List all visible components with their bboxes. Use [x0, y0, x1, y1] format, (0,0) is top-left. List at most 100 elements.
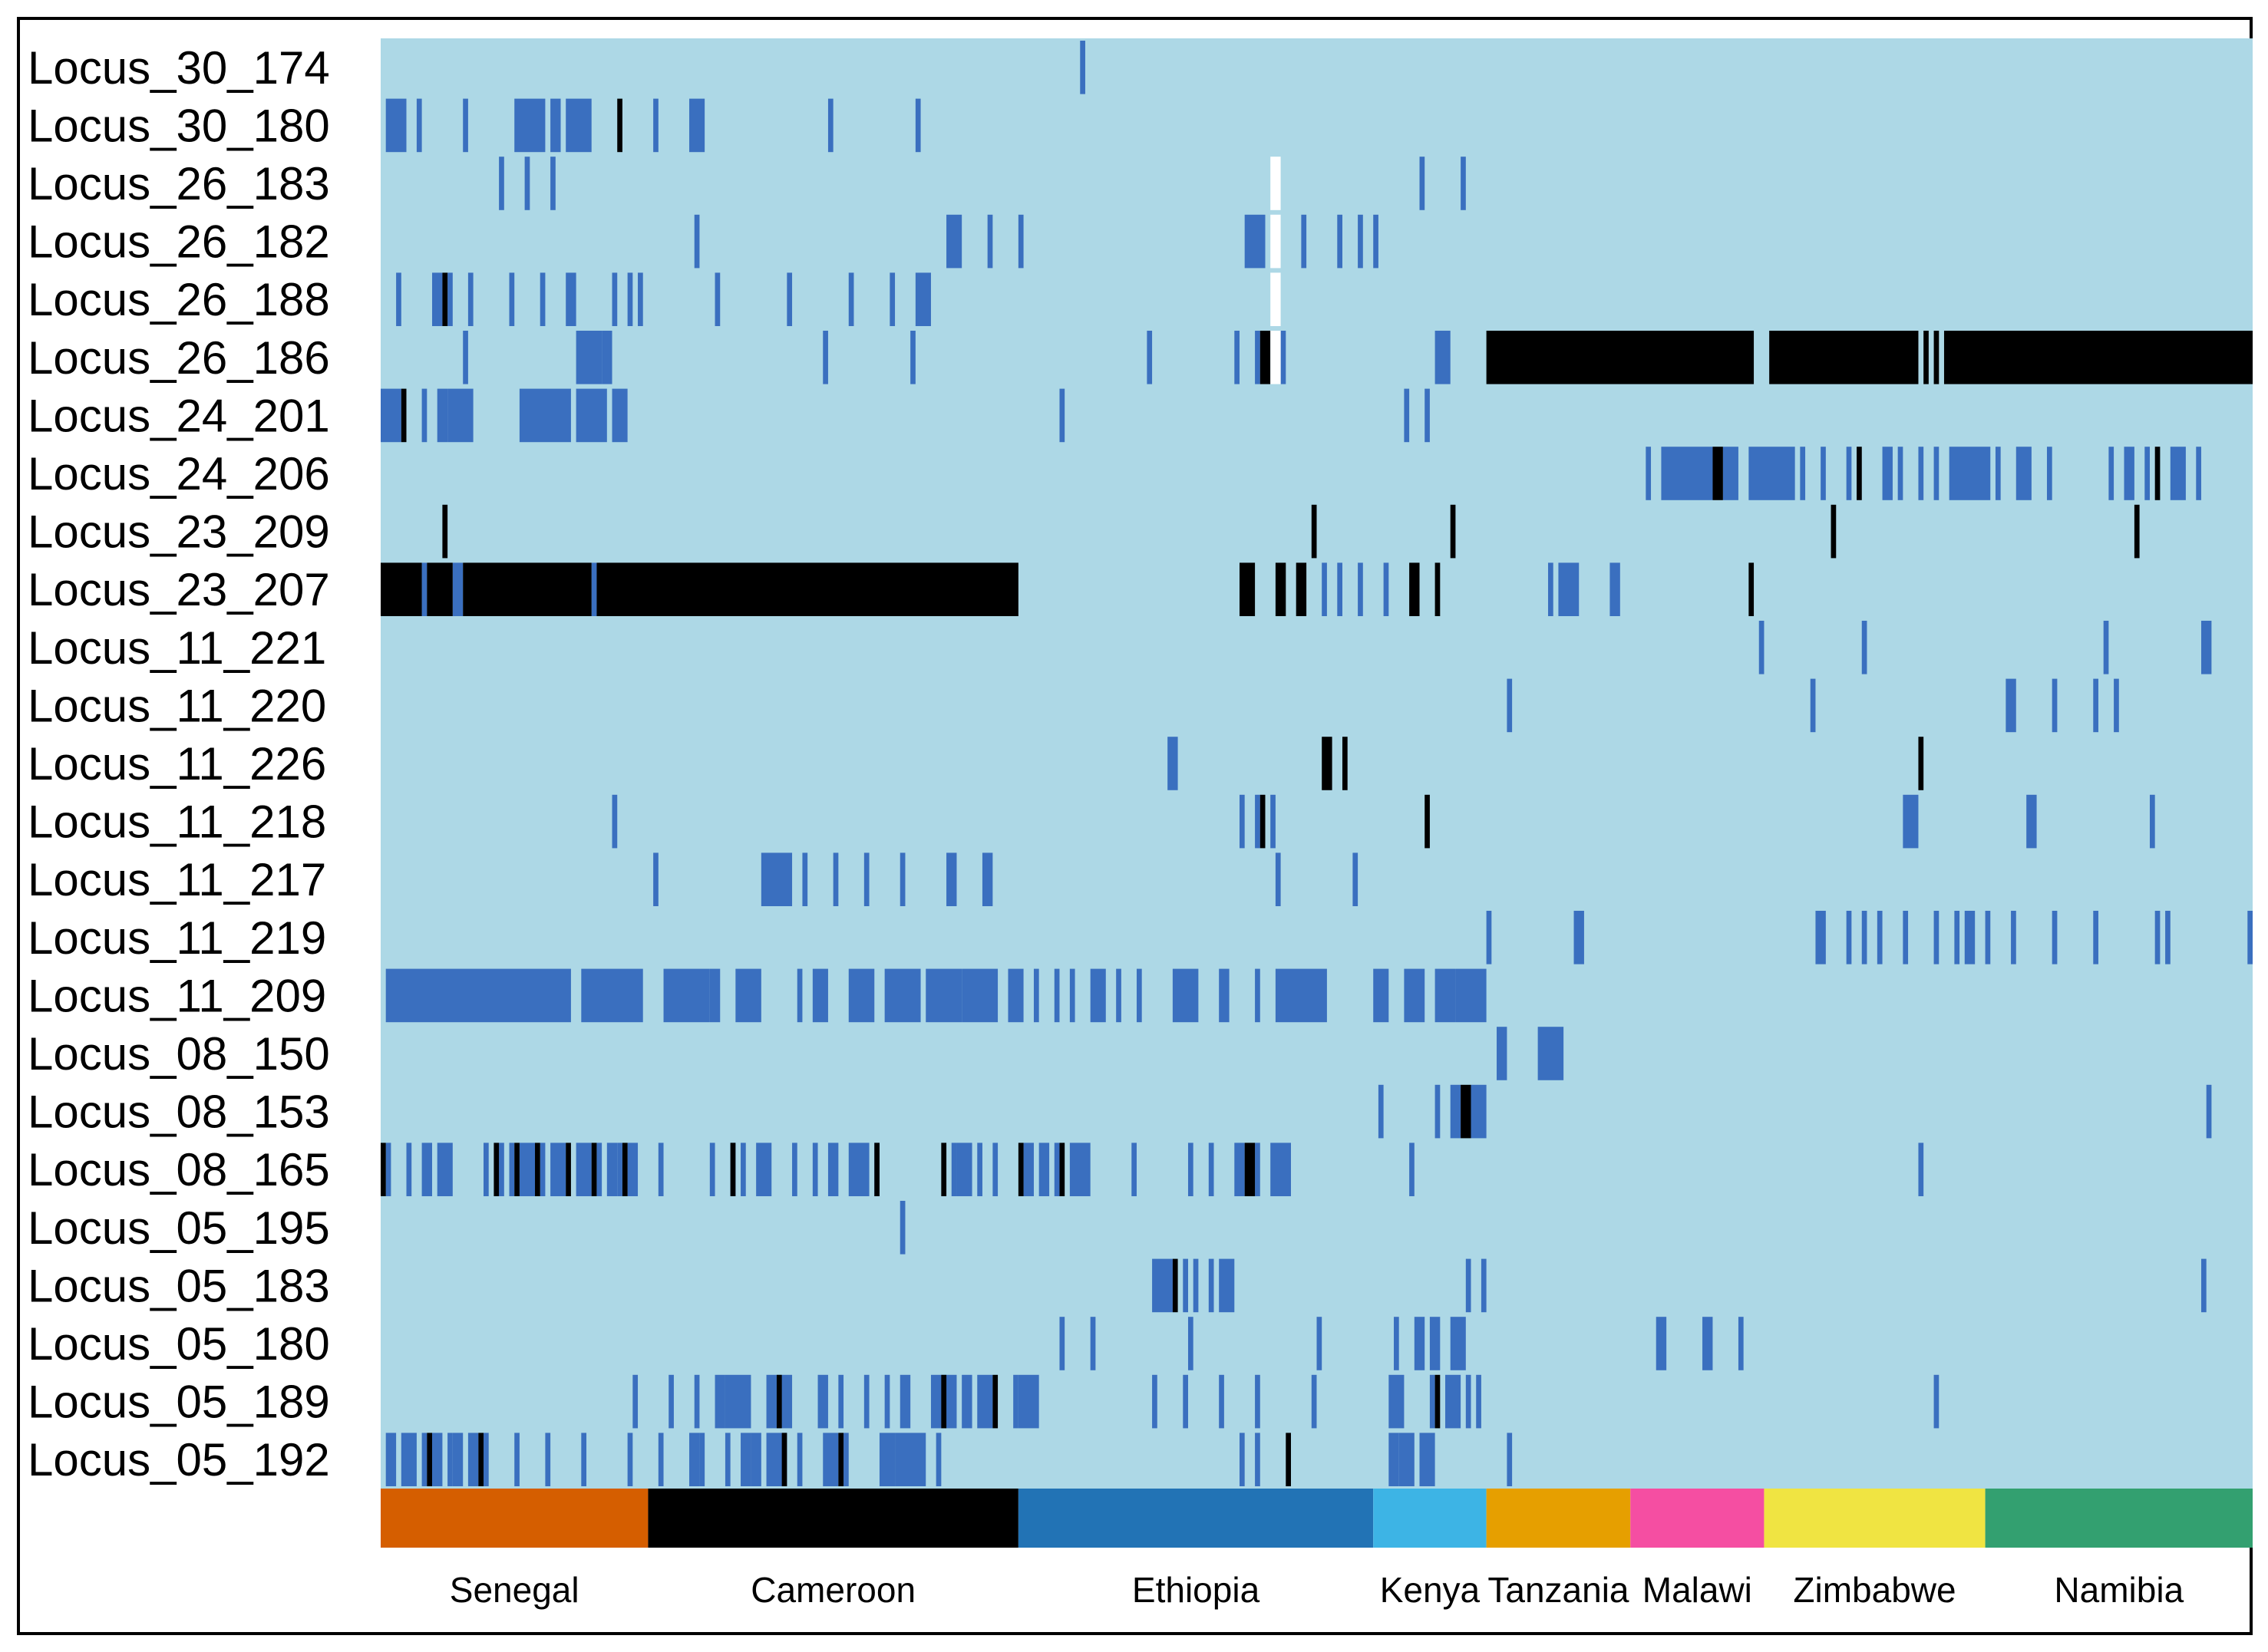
het-cell [467, 1433, 479, 1486]
het-cell [735, 968, 761, 1023]
hom-cell [1425, 794, 1430, 849]
het-cell [421, 1433, 428, 1486]
het-cell [1208, 1143, 1214, 1196]
het-cell [1069, 1143, 1091, 1196]
het-cell [447, 1433, 453, 1486]
het-cell [452, 562, 464, 616]
hom-cell [1239, 562, 1256, 616]
locus-label: Locus_23_207 [28, 564, 330, 615]
locus-label: Locus_30_180 [28, 100, 330, 151]
het-cell [2149, 794, 2155, 849]
population-label: Cameroon [751, 1570, 916, 1610]
het-cell [2052, 678, 2058, 733]
het-cell [550, 98, 561, 153]
het-cell [576, 331, 602, 384]
het-cell [1147, 331, 1153, 384]
het-cell [1193, 1258, 1199, 1313]
het-cell [1933, 911, 1940, 964]
het-cell [1388, 1374, 1405, 1429]
het-cell [1445, 1374, 1461, 1429]
het-cell [1239, 1433, 1245, 1486]
population-segment [1764, 1489, 1986, 1548]
het-cell [1425, 388, 1430, 443]
het-cell [1758, 621, 1765, 674]
missing-cell [1270, 214, 1281, 269]
hom-cell [1923, 331, 1929, 384]
hom-cell [2154, 447, 2161, 500]
het-cell [2011, 911, 2016, 964]
het-cell [1013, 1374, 1018, 1429]
het-cell [2093, 678, 2098, 733]
het-cell [1358, 214, 1363, 269]
het-cell [1008, 968, 1024, 1023]
het-cell [1429, 1317, 1441, 1370]
het-cell [1918, 1143, 1924, 1196]
het-cell [2046, 447, 2052, 500]
het-cell [1136, 968, 1142, 1023]
het-cell [709, 968, 721, 1023]
population-label: Ethiopia [1132, 1570, 1260, 1610]
het-cell [812, 968, 828, 1023]
hom-cell [427, 562, 453, 616]
het-cell [1918, 447, 1924, 500]
population-label: Namibia [2054, 1570, 2184, 1610]
het-cell [1234, 1143, 1245, 1196]
hom-cell [1857, 447, 1862, 500]
het-cell [1219, 1374, 1224, 1429]
het-cell [900, 1374, 911, 1429]
het-cell [1152, 1374, 1157, 1429]
het-cell [1090, 1317, 1096, 1370]
missing-cell [1270, 331, 1281, 384]
hom-cell [1018, 1143, 1024, 1196]
het-cell [627, 1433, 633, 1486]
het-cell [1280, 331, 1286, 384]
het-cell [2108, 447, 2114, 500]
locus-label: Locus_11_220 [28, 680, 326, 731]
locus-label: Locus_08_165 [28, 1144, 330, 1195]
het-cell [2144, 447, 2150, 500]
het-cell [1059, 1317, 1065, 1370]
het-cell [827, 98, 834, 153]
locus-label: Locus_05_192 [28, 1434, 330, 1485]
het-cell [1646, 447, 1652, 500]
het-cell [1481, 1258, 1487, 1313]
locus-label: Locus_05_183 [28, 1260, 330, 1311]
het-cell [1023, 1143, 1034, 1196]
locus-label: Locus_05_180 [28, 1318, 330, 1370]
het-cell [741, 1433, 751, 1486]
hom-cell [941, 1143, 947, 1196]
het-cell [437, 1143, 453, 1196]
het-cell [514, 98, 546, 153]
het-cell [1476, 1374, 1481, 1429]
locus-label: Locus_23_209 [28, 506, 330, 558]
het-cell [1861, 621, 1867, 674]
het-cell [910, 331, 916, 384]
hom-cell [781, 1433, 787, 1486]
het-cell [1964, 911, 1976, 964]
het-cell [1054, 968, 1060, 1023]
locus-label: Locus_08_150 [28, 1028, 330, 1080]
het-cell [385, 968, 571, 1023]
het-cell [447, 388, 474, 443]
het-cell [421, 1143, 432, 1196]
het-cell [421, 562, 428, 616]
het-cell [751, 1433, 761, 1486]
hom-cell [992, 1374, 999, 1429]
het-cell [2196, 447, 2201, 500]
locus-label: Locus_05_189 [28, 1377, 330, 1428]
het-cell [1722, 447, 1738, 500]
het-cell [627, 1143, 639, 1196]
het-cell [802, 852, 808, 906]
het-cell [484, 1433, 489, 1486]
het-cell [2124, 447, 2134, 500]
hom-cell [874, 1143, 880, 1196]
het-cell [890, 272, 896, 326]
het-cell [1815, 911, 1826, 964]
het-cell [1450, 1084, 1461, 1139]
hom-cell [1286, 1433, 1291, 1486]
het-cell [1661, 447, 1713, 500]
het-cell [1187, 1143, 1193, 1196]
het-cell [982, 852, 993, 906]
locus-label: Locus_11_218 [28, 796, 326, 848]
